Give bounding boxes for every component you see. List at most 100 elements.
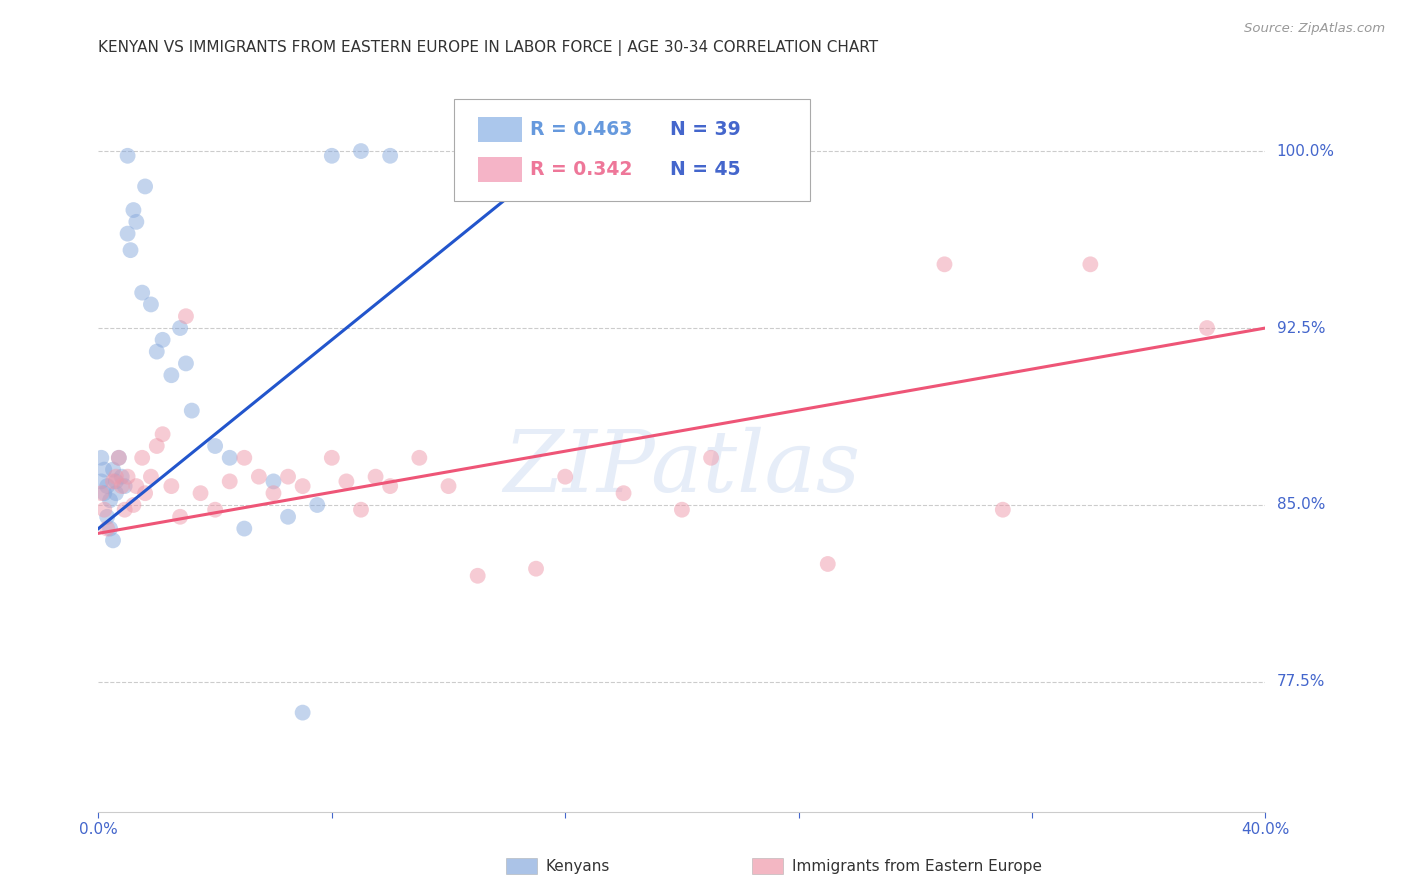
Point xyxy=(111,479,134,493)
Point xyxy=(93,502,115,516)
Point xyxy=(101,475,124,489)
Point xyxy=(125,479,148,493)
Point xyxy=(139,297,162,311)
Point xyxy=(321,450,343,465)
Text: 100.0%: 100.0% xyxy=(1277,144,1334,159)
Point xyxy=(134,486,156,500)
Point xyxy=(174,310,197,324)
Point xyxy=(554,469,576,483)
Point xyxy=(218,475,240,489)
Point xyxy=(1080,257,1102,271)
Point xyxy=(117,149,139,163)
Point xyxy=(160,479,183,493)
Point xyxy=(233,522,256,536)
Point xyxy=(96,522,118,536)
Text: Source: ZipAtlas.com: Source: ZipAtlas.com xyxy=(1244,22,1385,36)
Point xyxy=(169,321,191,335)
Point xyxy=(934,257,956,271)
FancyBboxPatch shape xyxy=(454,99,810,201)
Point xyxy=(101,533,124,548)
Point xyxy=(134,179,156,194)
Point xyxy=(364,469,387,483)
Point xyxy=(122,202,145,217)
Point xyxy=(152,333,174,347)
Point xyxy=(190,486,212,500)
Text: 77.5%: 77.5% xyxy=(1277,674,1324,690)
Point xyxy=(671,502,693,516)
Point xyxy=(122,498,145,512)
Point xyxy=(277,469,299,483)
Point xyxy=(350,144,373,158)
Point xyxy=(108,450,131,465)
Point xyxy=(152,427,174,442)
Point xyxy=(104,469,127,483)
Point xyxy=(467,568,489,582)
Point xyxy=(262,475,284,489)
Point xyxy=(101,462,124,476)
Point xyxy=(335,475,357,489)
Point xyxy=(307,498,329,512)
Point xyxy=(114,502,136,516)
Text: R = 0.342: R = 0.342 xyxy=(530,160,633,179)
Point xyxy=(117,469,139,483)
Point xyxy=(233,450,256,465)
Point xyxy=(524,562,547,576)
Point xyxy=(277,509,299,524)
Point xyxy=(321,149,343,163)
Point xyxy=(380,479,402,493)
Point xyxy=(90,486,112,500)
Point xyxy=(291,706,314,720)
Point xyxy=(350,502,373,516)
Point xyxy=(180,403,202,417)
Point xyxy=(96,509,118,524)
Point xyxy=(93,462,115,476)
Point xyxy=(437,479,460,493)
Point xyxy=(218,450,240,465)
Point xyxy=(247,469,270,483)
Point xyxy=(111,469,134,483)
Point xyxy=(1195,321,1218,335)
Point xyxy=(96,479,118,493)
Point xyxy=(146,439,169,453)
Point xyxy=(104,475,127,489)
Point xyxy=(114,479,136,493)
Point xyxy=(131,450,153,465)
Text: 92.5%: 92.5% xyxy=(1277,320,1324,335)
Bar xyxy=(478,157,522,182)
Point xyxy=(131,285,153,300)
Point xyxy=(108,450,131,465)
Point xyxy=(90,450,112,465)
Text: 85.0%: 85.0% xyxy=(1277,498,1324,513)
Text: KENYAN VS IMMIGRANTS FROM EASTERN EUROPE IN LABOR FORCE | AGE 30-34 CORRELATION : KENYAN VS IMMIGRANTS FROM EASTERN EUROPE… xyxy=(98,40,879,56)
Text: Kenyans: Kenyans xyxy=(546,859,610,873)
Point xyxy=(90,475,112,489)
Point xyxy=(700,450,723,465)
Point xyxy=(169,509,191,524)
Point xyxy=(146,344,169,359)
Point xyxy=(204,439,226,453)
Point xyxy=(174,356,197,370)
Point xyxy=(93,486,115,500)
Text: R = 0.463: R = 0.463 xyxy=(530,120,633,139)
Point xyxy=(139,469,162,483)
Point xyxy=(408,450,430,465)
Bar xyxy=(478,117,522,142)
Point xyxy=(125,215,148,229)
Point xyxy=(160,368,183,383)
Text: N = 45: N = 45 xyxy=(671,160,741,179)
Point xyxy=(291,479,314,493)
Point xyxy=(98,493,121,508)
Point xyxy=(98,522,121,536)
Point xyxy=(380,149,402,163)
Text: Immigrants from Eastern Europe: Immigrants from Eastern Europe xyxy=(792,859,1042,873)
Point xyxy=(204,502,226,516)
Point xyxy=(104,486,127,500)
Text: ZIPatlas: ZIPatlas xyxy=(503,426,860,509)
Point xyxy=(991,502,1014,516)
Point xyxy=(262,486,284,500)
Point xyxy=(117,227,139,241)
Point xyxy=(120,243,142,257)
Point xyxy=(612,486,634,500)
Text: N = 39: N = 39 xyxy=(671,120,741,139)
Point xyxy=(817,557,839,571)
